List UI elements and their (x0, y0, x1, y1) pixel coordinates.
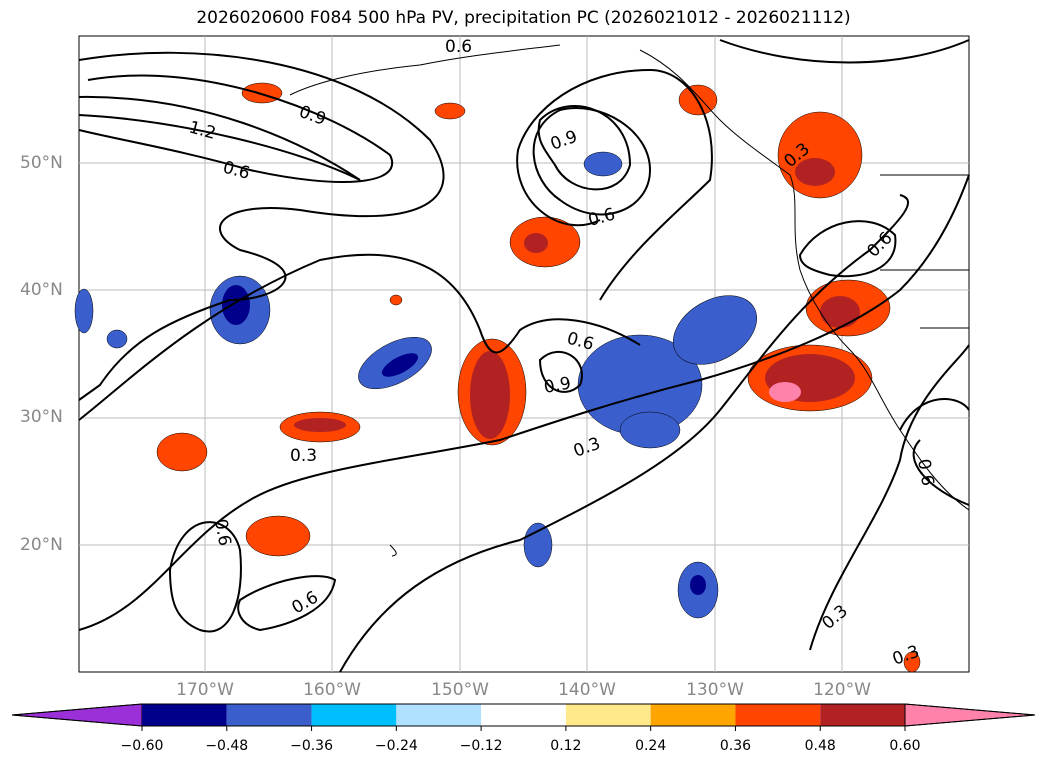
colorbar-segment (396, 704, 482, 726)
colorbar-tick-label: −0.36 (290, 738, 333, 754)
colorbar-tick-label: 0.60 (889, 738, 921, 754)
contour-label: 0.9 (542, 374, 572, 398)
precip-negative (74, 151, 758, 619)
colorbar-segment (735, 704, 821, 726)
colorbar-extend-high (904, 703, 1036, 727)
lat-label: 50°N (20, 153, 63, 173)
lat-label: 30°N (20, 407, 63, 427)
colorbar-segment (565, 704, 651, 726)
lon-label: 150°W (431, 680, 489, 700)
lon-label: 160°W (303, 680, 361, 700)
map-plot: 0.6 0.9 1.2 0.6 0.9 0.6 0.6 0.6 0.9 0.3 … (74, 35, 970, 673)
contour-label: 0.6 (210, 517, 234, 547)
colorbar-tick-label: 0.24 (635, 738, 667, 754)
colorbar-tick-label: −0.24 (374, 738, 418, 754)
contour-label: 0.6 (445, 37, 472, 57)
colorbar-segments (11, 703, 1036, 731)
colorbar-tick-label: −0.12 (459, 738, 503, 754)
coastlines (289, 44, 970, 557)
colorbar-segment (226, 704, 312, 726)
precip-positive (156, 82, 921, 673)
colorbar-tick-label: 0.12 (550, 738, 582, 754)
pv-contours (78, 39, 970, 673)
lat-label: 40°N (20, 280, 63, 300)
colorbar-segment (650, 704, 736, 726)
chart-title: 2026020600 F084 500 hPa PV, precipitatio… (196, 8, 851, 28)
colorbar-segment (142, 704, 227, 726)
colorbar-segment (481, 704, 566, 726)
lon-label: 130°W (686, 680, 744, 700)
colorbar-segment (820, 704, 905, 726)
lon-label: 140°W (558, 680, 616, 700)
colorbar-extend-low (11, 703, 143, 727)
colorbar-tick-label: 0.36 (719, 738, 752, 754)
contour-label: 0.6 (913, 457, 937, 487)
colorbar-tick-label: −0.60 (120, 738, 164, 754)
colorbar-tick-label: 0.48 (804, 738, 836, 754)
colorbar-tick-label: −0.48 (205, 738, 249, 754)
colorbar-outline (11, 703, 1036, 727)
lon-label: 170°W (176, 680, 234, 700)
lat-label: 20°N (20, 535, 63, 555)
contour-label: 0.3 (290, 446, 317, 466)
lon-label: 120°W (813, 680, 871, 700)
colorbar-segment (311, 704, 397, 726)
